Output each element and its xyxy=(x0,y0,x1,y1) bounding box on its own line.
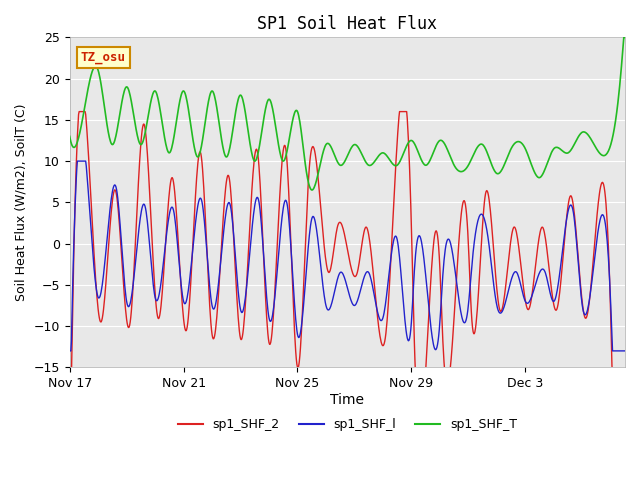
X-axis label: Time: Time xyxy=(330,393,364,407)
Legend: sp1_SHF_2, sp1_SHF_l, sp1_SHF_T: sp1_SHF_2, sp1_SHF_l, sp1_SHF_T xyxy=(173,413,522,436)
Title: SP1 Soil Heat Flux: SP1 Soil Heat Flux xyxy=(257,15,437,33)
Text: TZ_osu: TZ_osu xyxy=(81,51,125,64)
Y-axis label: Soil Heat Flux (W/m2), SoilT (C): Soil Heat Flux (W/m2), SoilT (C) xyxy=(15,104,28,301)
